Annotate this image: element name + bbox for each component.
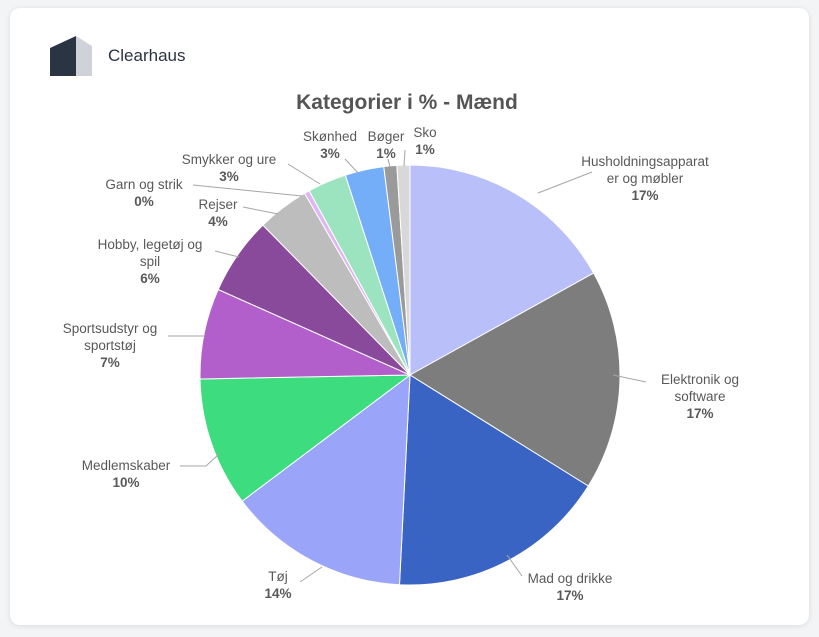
name-rejser: Rejser: [198, 197, 238, 212]
name-garn-og-strik: Garn og strik: [105, 177, 183, 192]
leader-garn-og-strik: [192, 184, 303, 197]
name-elektronik-og-software: software: [674, 389, 725, 404]
leader-medlemskaber: [180, 453, 220, 467]
pct-mad-og-drikke: 17%: [556, 588, 583, 603]
label-skoenhed: Skønhed 3%: [303, 129, 357, 161]
name-sportsudstyr-og-sportstoej: Sportsudstyr og: [63, 321, 158, 336]
brand-name: Clearhaus: [108, 46, 186, 65]
pct-smykker-og-ure: 3%: [219, 169, 239, 184]
label-garn-og-strik: Garn og strik 0%: [105, 177, 183, 209]
slice-elektronik-og-software: [409, 272, 621, 487]
leader-rejser: [242, 206, 279, 215]
pct-sko: 1%: [415, 142, 435, 157]
pct-boeger: 1%: [376, 146, 396, 161]
slice-husholdningsapparat-er-og-moebler: [409, 164, 595, 376]
name-sportsudstyr-og-sportstoej: sportstøj: [84, 338, 136, 353]
label-hobby-legetoej-og-spil: Hobby, legetøj og spil 6%: [98, 237, 203, 286]
label-rejser: Rejser 4%: [198, 197, 238, 229]
name-mad-og-drikke: Mad og drikke: [528, 571, 613, 586]
name-hobby-legetoej-og-spil: Hobby, legetøj og: [98, 237, 203, 252]
leader-toej: [299, 566, 323, 583]
chart-title: Kategorier i % - Mænd: [296, 91, 518, 114]
slice-sko: [396, 164, 411, 376]
slice-medlemskaber: [199, 374, 412, 502]
pct-hobby-legetoej-og-spil: 6%: [140, 271, 160, 286]
name-elektronik-og-software: Elektronik og: [661, 372, 739, 387]
label-elektronik-og-software: Elektronik og software 17%: [661, 372, 739, 421]
leader-sko: [403, 149, 406, 167]
leader-mad-og-drikke: [506, 554, 523, 577]
leader-smykker-og-ure: [287, 163, 321, 185]
label-sportsudstyr-og-sportstoej: Sportsudstyr og sportstøj 7%: [63, 321, 158, 370]
name-smykker-og-ure: Smykker og ure: [182, 152, 277, 167]
name-hobby-legetoej-og-spil: spil: [140, 254, 160, 269]
leader-elektronik-og-software: [612, 374, 647, 383]
leader-skoenhed: [344, 158, 359, 174]
name-medlemskaber: Medlemskaber: [82, 458, 171, 473]
label-husholdningsapparat-er-og-moebler: Husholdningsapparat er og møbler 17%: [581, 154, 709, 203]
leader-boeger: [387, 158, 391, 168]
pct-husholdningsapparat-er-og-moebler: 17%: [631, 188, 658, 203]
label-mad-og-drikke: Mad og drikke 17%: [528, 571, 613, 603]
label-sko: Sko 1%: [413, 125, 436, 157]
pct-sportsudstyr-og-sportstoej: 7%: [100, 355, 120, 370]
slice-toej: [241, 373, 411, 586]
clearhaus-logo-icon: [50, 36, 92, 76]
name-sko: Sko: [413, 125, 436, 140]
name-toej: Tøj: [268, 569, 288, 584]
label-toej: Tøj 14%: [264, 569, 291, 601]
label-medlemskaber: Medlemskaber 10%: [82, 458, 171, 490]
brand: Clearhaus: [46, 34, 186, 78]
leader-hobby-legetoej-og-spil: [214, 250, 240, 258]
pct-skoenhed: 3%: [320, 146, 340, 161]
label-smykker-og-ure: Smykker og ure 3%: [182, 152, 277, 184]
name-boeger: Bøger: [368, 129, 405, 144]
slice-mad-og-drikke: [398, 374, 589, 586]
pie-slices: [199, 164, 621, 586]
pct-toej: 14%: [264, 586, 291, 601]
pct-rejser: 4%: [208, 214, 228, 229]
leader-husholdningsapparat-er-og-moebler: [537, 171, 593, 194]
pct-elektronik-og-software: 17%: [686, 406, 713, 421]
name-husholdningsapparat-er-og-moebler: Husholdningsapparat: [581, 154, 709, 169]
slice-labels: Husholdningsapparat er og møbler 17%Elektr…: [63, 125, 739, 603]
name-skoenhed: Skønhed: [303, 129, 357, 144]
pct-garn-og-strik: 0%: [134, 194, 154, 209]
leader-lines: [168, 149, 647, 583]
label-boeger: Bøger 1%: [368, 129, 405, 161]
pct-medlemskaber: 10%: [112, 475, 139, 490]
name-husholdningsapparat-er-og-moebler: er og møbler: [607, 171, 684, 186]
